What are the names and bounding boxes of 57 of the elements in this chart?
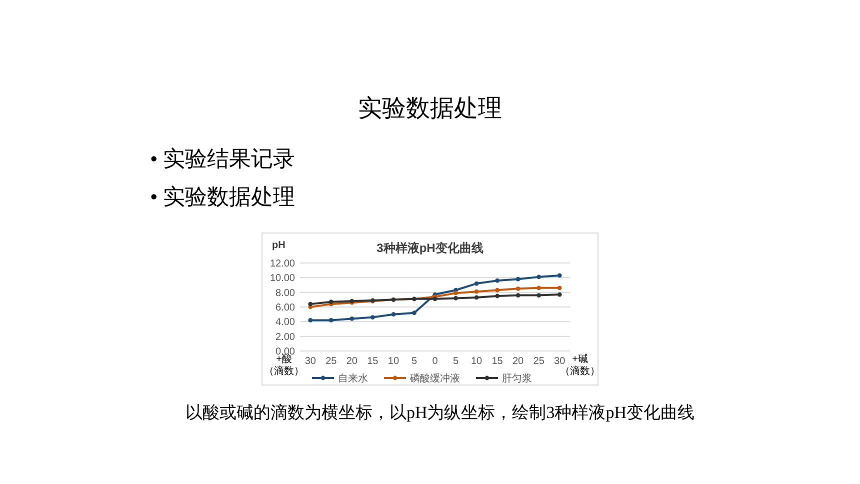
x-tick-label: 25 — [326, 356, 338, 367]
point — [495, 288, 500, 292]
x-tick-label: 5 — [452, 356, 459, 367]
y-tick-label: 10.00 — [270, 273, 296, 284]
point — [474, 289, 479, 294]
y-tick-label: 8.00 — [276, 288, 296, 299]
x-tick-label: 10 — [470, 356, 483, 367]
y-tick-label: 2.00 — [276, 332, 296, 343]
chart-title: 3种样液pH变化曲线 — [376, 241, 484, 255]
text: • 实验结果记录 — [150, 146, 296, 171]
point — [516, 276, 520, 282]
point — [516, 286, 520, 291]
x-tick-label: 25 — [533, 356, 545, 367]
point — [308, 302, 313, 306]
point — [454, 290, 458, 296]
point — [328, 318, 334, 322]
x-tick-label: 5 — [411, 356, 418, 367]
point — [412, 310, 416, 316]
y-tick-label: 12.00 — [270, 258, 296, 270]
text: （滴数） — [264, 365, 304, 377]
legend-label: 磷酸缓冲液 — [409, 372, 460, 384]
y-axis-title: pH — [272, 240, 286, 251]
x-tick-label: 0 — [432, 356, 438, 367]
point — [557, 273, 562, 278]
x-tick-label: 15 — [367, 356, 379, 367]
x-tick-label: 20 — [512, 356, 524, 367]
x-tick-label: 10 — [388, 356, 400, 367]
text: 以酸或碱的滴数为横坐标，以pH为纵坐标，绘制3种样液pH变化曲线 — [185, 403, 695, 422]
text: +碱 — [572, 353, 588, 365]
legend-label: 自来水 — [338, 372, 368, 384]
point — [536, 274, 542, 280]
y-tick-label: 6.00 — [276, 302, 296, 314]
y-tick-label: 4.00 — [276, 317, 296, 328]
point — [495, 294, 500, 298]
text: 实验数据处理 — [358, 95, 502, 122]
legend-label: 肝匀浆 — [502, 372, 532, 384]
point — [557, 292, 562, 297]
text: （滴数） — [560, 365, 600, 377]
point — [536, 286, 542, 290]
x-tick-label: 30 — [554, 356, 566, 367]
point — [557, 286, 562, 290]
point — [516, 293, 520, 298]
text: • 实验数据处理 — [150, 184, 296, 209]
point — [474, 295, 479, 300]
x-tick-label: 20 — [346, 356, 358, 367]
text: +酸 — [276, 353, 292, 365]
point — [432, 296, 438, 302]
x-tick-label: 15 — [492, 356, 504, 367]
point — [308, 318, 313, 322]
x-tick-label: 30 — [304, 356, 316, 367]
point — [391, 312, 396, 317]
point — [370, 315, 375, 320]
point — [350, 316, 354, 321]
point — [536, 293, 542, 298]
point — [495, 278, 500, 283]
point — [454, 296, 458, 300]
point — [474, 281, 479, 286]
